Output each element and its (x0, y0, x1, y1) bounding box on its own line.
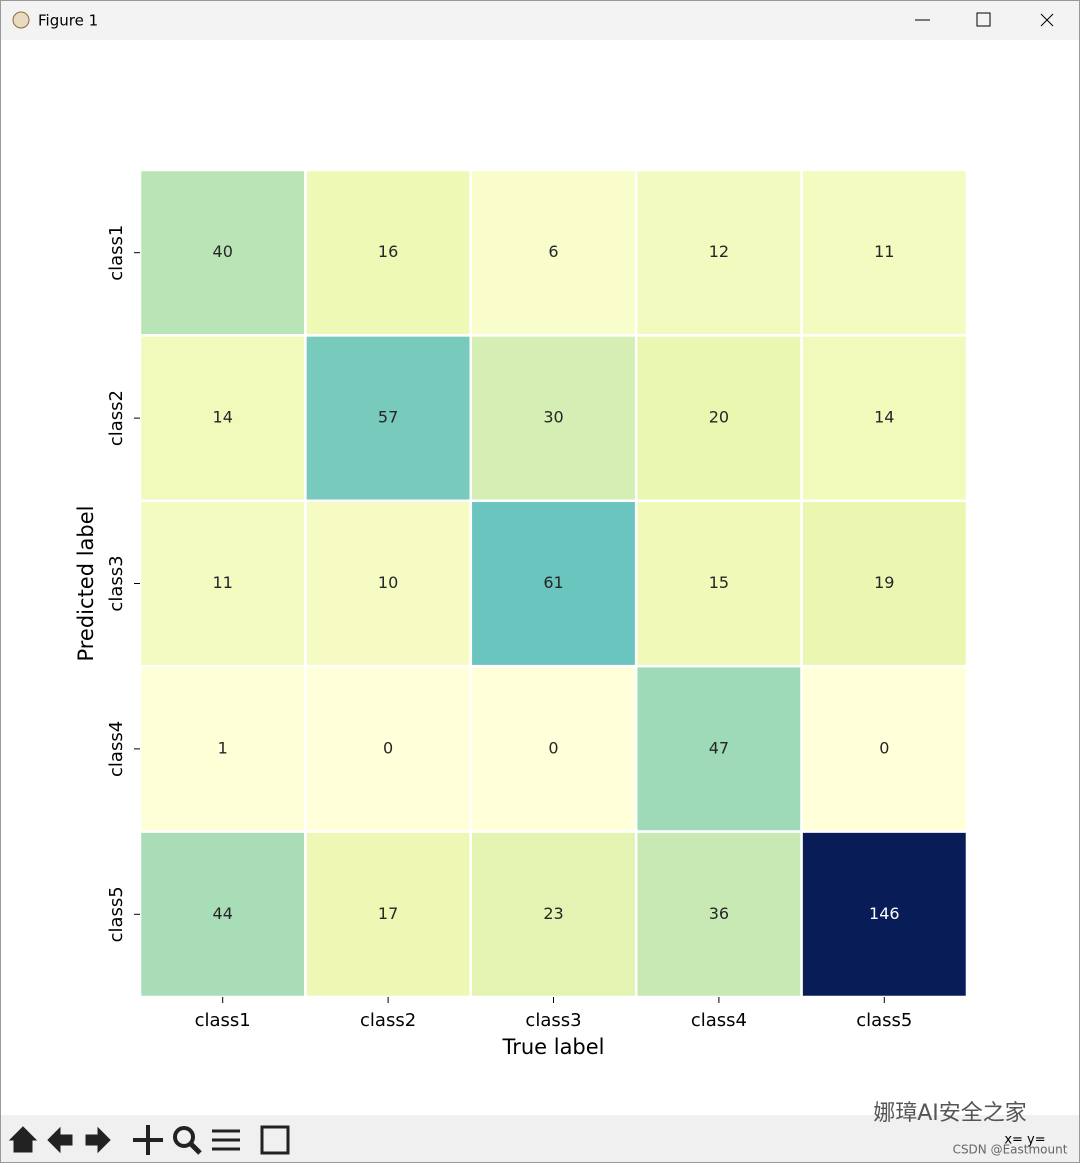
watermark-wechat: 娜璋AI安全之家 (873, 1101, 1027, 1126)
heatmap-cell (304, 334, 473, 503)
heatmap-cell (138, 499, 307, 668)
cell-label: 12 (709, 242, 729, 261)
y-tick-label: class5 (106, 886, 127, 942)
toolbar-icons (8, 1125, 290, 1155)
cell-label: 30 (543, 408, 563, 427)
cell-label: 19 (874, 573, 894, 592)
heatmap-cell (800, 830, 969, 999)
cell-label: 20 (709, 408, 729, 427)
title-bar (1, 1, 1079, 40)
zoom-handle (189, 1142, 202, 1155)
cell-label: 0 (383, 738, 393, 757)
heatmap-cell (469, 499, 638, 668)
x-tick-label: class1 (195, 1010, 251, 1031)
watermark-csdn: CSDN @Eastmount (953, 1143, 1068, 1157)
cell-label: 11 (874, 242, 894, 261)
heatmap-cell (634, 499, 803, 668)
back-button[interactable] (47, 1126, 73, 1154)
forward-button[interactable] (85, 1126, 111, 1154)
heatmap-cell (138, 664, 307, 833)
maximize-button[interactable] (976, 12, 991, 27)
cell-label: 1 (218, 738, 228, 757)
cell-label: 0 (879, 738, 889, 757)
heatmap-cell (800, 664, 969, 833)
cell-label: 57 (378, 408, 398, 427)
app-icon (12, 11, 30, 29)
toolbar (1, 1115, 1079, 1162)
heatmap-cell (800, 334, 969, 503)
heatmap-cell (469, 664, 638, 833)
heatmap-cell (800, 168, 969, 337)
cell-label: 61 (543, 573, 563, 592)
cell-label: 14 (874, 408, 894, 427)
x-tick-label: class2 (360, 1010, 416, 1031)
cell-label: 6 (548, 242, 558, 261)
save-button[interactable] (260, 1125, 290, 1155)
cell-label: 47 (709, 738, 729, 757)
x-tick-label: class3 (525, 1010, 581, 1031)
heatmap-cell (304, 499, 473, 668)
window-title: Figure 1 (38, 12, 98, 30)
cell-label: 23 (543, 904, 563, 923)
cursor-coords: x= y= (1004, 1133, 1045, 1148)
heatmap-cell (800, 499, 969, 668)
close-button[interactable] (1040, 13, 1054, 27)
heatmap-cell (138, 168, 307, 337)
cell-label: 17 (378, 904, 398, 923)
cell-label: 16 (378, 242, 398, 261)
x-tick-label: class4 (691, 1010, 747, 1031)
y-tick-label: class3 (106, 555, 127, 611)
cell-label: 146 (869, 904, 900, 923)
configure-button[interactable] (212, 1129, 240, 1151)
cell-label: 10 (378, 573, 398, 592)
cell-label: 0 (548, 738, 558, 757)
heatmap-cell (634, 334, 803, 503)
y-tick-label: class1 (106, 225, 127, 281)
y-tick-label: class4 (106, 721, 127, 777)
x-axis-label: True label (501, 1035, 604, 1059)
cell-label: 15 (709, 573, 729, 592)
cell-label: 44 (213, 904, 233, 923)
heatmap-cell (138, 830, 307, 999)
cell-label: 14 (213, 408, 233, 427)
cell-label: 11 (213, 573, 233, 592)
y-tick-label: class2 (106, 390, 127, 446)
x-tick-label: class5 (856, 1010, 912, 1031)
heatmap-cell (304, 830, 473, 999)
heatmap-cell (469, 168, 638, 337)
cell-label: 36 (709, 904, 729, 923)
pan-button[interactable] (133, 1125, 163, 1155)
heatmap-cell (634, 830, 803, 999)
cell-label: 40 (213, 242, 233, 261)
zoom-button[interactable] (173, 1126, 195, 1148)
heatmap-cell (469, 830, 638, 999)
home-button[interactable] (8, 1126, 38, 1153)
heatmap-cell (634, 664, 803, 833)
y-axis-label: Predicted label (74, 505, 98, 661)
